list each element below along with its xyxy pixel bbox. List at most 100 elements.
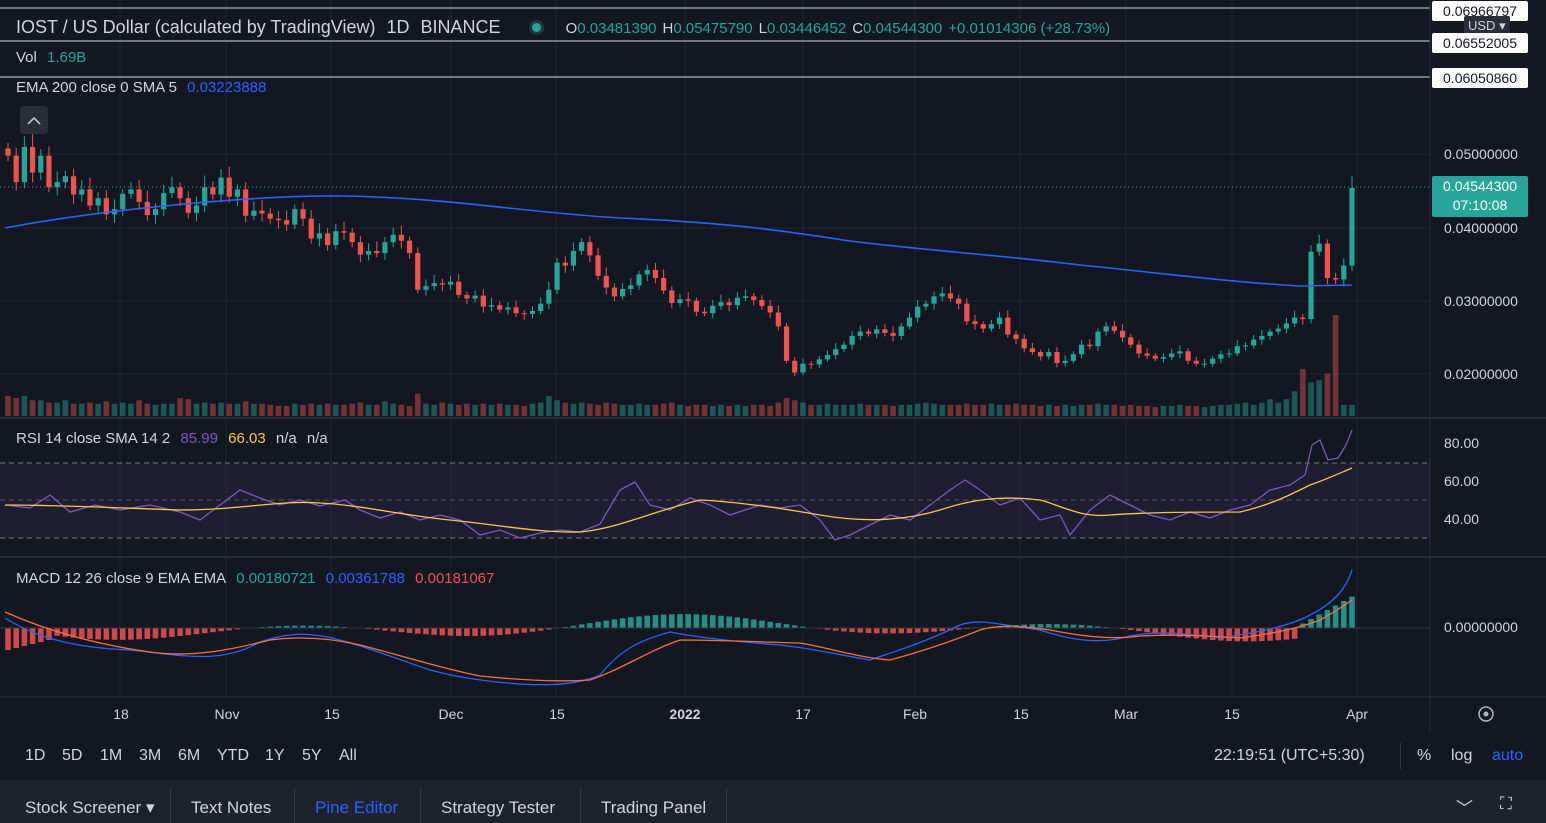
candle-body — [1152, 355, 1158, 359]
macd-histogram-bar — [619, 618, 626, 628]
collapse-panel-icon[interactable]: ﹀ — [1456, 799, 1473, 818]
candle-body — [939, 293, 945, 297]
candle-body — [128, 189, 134, 194]
candle-body — [456, 281, 462, 295]
macd-histogram-bar — [455, 628, 462, 636]
macd-histogram-bar — [906, 628, 913, 634]
log-toggle[interactable]: log — [1451, 747, 1473, 764]
candle-body — [808, 363, 814, 365]
candle-body — [21, 146, 27, 183]
macd-histogram-bar — [1127, 628, 1134, 631]
volume-bar — [513, 404, 519, 416]
time-label-nov: Nov — [214, 706, 240, 722]
macd-tick-zero: 0.00000000 — [1444, 619, 1518, 635]
range-5d[interactable]: 5D — [62, 747, 83, 764]
candle-body — [161, 193, 167, 210]
percent-toggle[interactable]: % — [1417, 747, 1432, 764]
auto-toggle[interactable]: auto — [1492, 747, 1524, 764]
macd-histogram-bar — [144, 628, 151, 639]
macd-histogram-bar — [1234, 628, 1241, 642]
interval-label[interactable]: 1D — [386, 17, 410, 37]
symbol-title[interactable]: IOST / US Dollar (calculated by TradingV… — [16, 17, 376, 37]
volume-bar — [275, 405, 282, 416]
volume-bar — [890, 405, 896, 416]
macd-histogram-bar — [857, 628, 864, 633]
range-1y[interactable]: 1Y — [265, 747, 285, 764]
volume-bar — [841, 404, 847, 416]
volume-bar — [87, 402, 93, 416]
ema-value: 0.03223888 — [187, 79, 267, 96]
volume-bar — [685, 405, 691, 416]
macd-histogram-bar — [431, 628, 437, 635]
volume-bar — [283, 405, 290, 416]
tab-text-notes[interactable]: Text Notes — [191, 798, 272, 817]
rsi-tick-60: 60.00 — [1444, 473, 1480, 489]
macd-histogram-bar — [955, 628, 962, 630]
tab-stock-screener[interactable]: Stock Screener ▾ — [25, 798, 155, 817]
macd-histogram-bar — [1226, 628, 1232, 641]
candle-body — [1234, 346, 1240, 354]
tab-pine-editor[interactable]: Pine Editor — [315, 798, 399, 817]
rsi-legend[interactable]: RSI 14 close SMA 14 2 85.99 66.03 n/a n/… — [16, 430, 334, 447]
volume-bar — [1005, 404, 1011, 416]
candle-body — [1275, 328, 1281, 332]
volume-bar — [234, 403, 241, 416]
tab-trading-panel[interactable]: Trading Panel — [601, 798, 707, 817]
macd-histogram-bar — [742, 618, 749, 628]
maximize-panel-icon[interactable]: ⛶ — [1500, 794, 1512, 813]
candle-body — [1242, 345, 1249, 347]
candle-body — [521, 313, 527, 315]
macd-legend[interactable]: MACD 12 26 close 9 EMA EMA 0.00180721 0.… — [16, 570, 500, 587]
time-label-dec: Dec — [438, 706, 464, 722]
ema-legend[interactable]: EMA 200 close 0 SMA 5 0.03223888 — [16, 79, 272, 96]
scroll-up-button[interactable] — [20, 106, 48, 134]
volume-bar — [406, 405, 413, 416]
range-all[interactable]: All — [339, 747, 357, 764]
range-5y[interactable]: 5Y — [302, 747, 322, 764]
candle-body — [87, 189, 93, 206]
volume-bar — [37, 400, 44, 416]
macd-histogram-bar — [1160, 628, 1167, 635]
clock-timezone[interactable]: 22:19:51 (UTC+5:30) — [1214, 747, 1365, 764]
macd-histogram-bar — [537, 628, 544, 631]
range-ytd[interactable]: YTD — [217, 747, 249, 764]
macd-histogram-bar — [521, 628, 528, 633]
candle-body — [13, 155, 19, 183]
macd-histogram-bar — [308, 625, 315, 628]
candle-body — [243, 189, 249, 216]
volume-legend[interactable]: Vol 1.69B — [16, 49, 92, 66]
macd-histogram-bar — [29, 628, 36, 644]
volume-bar — [849, 404, 855, 416]
macd-histogram-bar — [693, 614, 700, 628]
candle-body — [1259, 335, 1265, 340]
range-1m[interactable]: 1M — [100, 747, 123, 764]
time-label-17: 17 — [795, 706, 811, 722]
candle-body — [406, 240, 413, 254]
candle-body — [652, 269, 659, 279]
candle-body — [841, 344, 847, 350]
macd-histogram-bar — [890, 628, 896, 634]
macd-histogram-bar — [914, 628, 921, 633]
volume-bar — [1095, 403, 1101, 416]
candle-body — [562, 262, 568, 266]
tab-strategy-tester[interactable]: Strategy Tester — [441, 798, 556, 817]
range-1d[interactable]: 1D — [25, 747, 46, 764]
volume-bar — [669, 402, 675, 416]
candle-body — [587, 242, 593, 256]
macd-histogram-bar — [1021, 624, 1027, 628]
range-6m[interactable]: 6M — [178, 747, 201, 764]
macd-label: MACD 12 26 close 9 EMA EMA — [16, 570, 227, 587]
volume-bar — [964, 403, 970, 416]
candle-body — [300, 209, 306, 219]
candle-body — [742, 296, 749, 298]
volume-bar — [1226, 404, 1232, 416]
volume-bar — [62, 400, 69, 416]
range-3m[interactable]: 3M — [139, 747, 162, 764]
symbol-legend[interactable]: IOST / US Dollar (calculated by TradingV… — [16, 17, 1122, 38]
currency-selector[interactable]: USD ▾ — [1464, 16, 1510, 36]
volume-bar — [1136, 405, 1142, 416]
candle-body — [46, 155, 52, 188]
macd-histogram-bar — [160, 628, 167, 638]
macd-hist-value: 0.00180721 — [236, 570, 316, 587]
